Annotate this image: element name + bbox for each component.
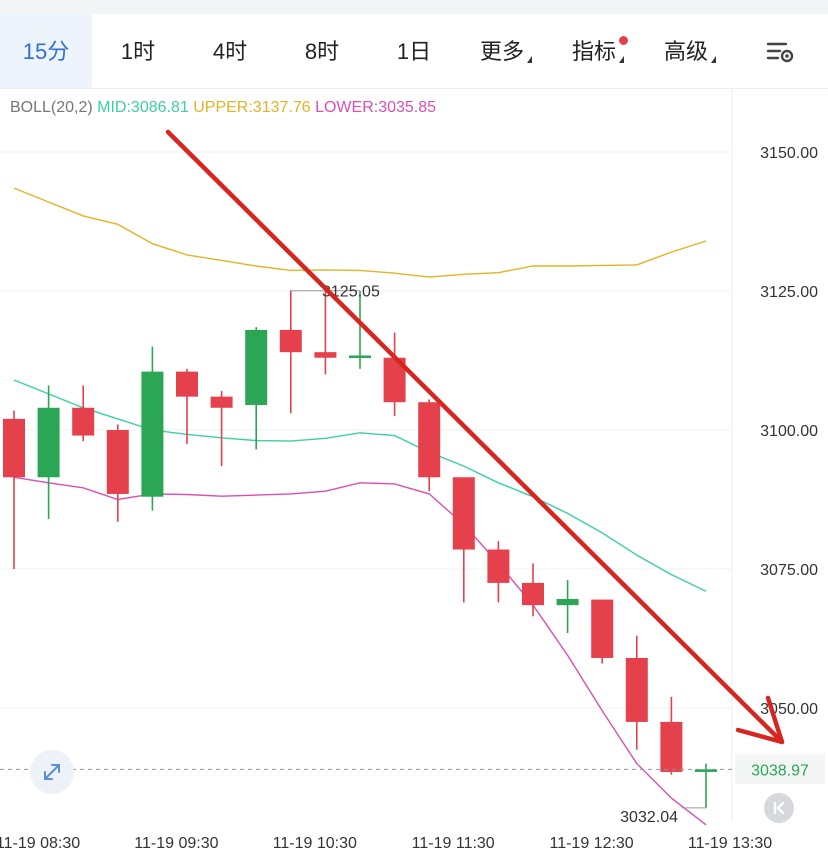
candle-body [522,582,544,606]
y-tick-label: 3100.00 [760,423,818,440]
candle-body [418,402,441,478]
candle-body [383,357,406,403]
candle-body [279,329,302,353]
sliders-gear-icon[interactable] [764,38,796,66]
candle-body [556,599,579,606]
y-tick-label: 3125.00 [760,284,818,301]
candle-body [452,477,475,550]
tab-2[interactable]: 4时 [184,14,276,88]
candle-body [72,407,95,436]
candle-body [37,407,60,478]
legend-item-0: BOLL(20,2) [10,99,97,116]
tab-label: 1日 [396,39,432,64]
candle-body [106,430,129,494]
candle-body [210,396,233,408]
candle-body [3,418,25,478]
tab-label: 15分 [22,39,70,64]
tab-label: 4时 [212,39,248,64]
tab-4[interactable]: 1日 [368,14,460,88]
legend-item-3: LOWER:3035.85 [315,99,436,116]
skip-to-start-icon[interactable] [764,793,794,823]
x-tick-label: 11-19 12:30 [549,835,633,852]
legend-item-2: UPPER:3137.76 [193,99,315,116]
candle-body [487,549,510,583]
candle-body [141,371,164,497]
x-tick-label: 11-19 11:30 [412,835,495,852]
expand-arrows-icon[interactable] [30,750,74,794]
candle-body [695,769,717,772]
y-tick-label: 3150.00 [760,145,818,162]
boll-upper-line [13,187,707,278]
boll-lower-line [13,476,707,826]
trend-arrow-shaft [165,129,785,745]
candle-body [591,599,614,658]
candle-body [625,657,648,722]
candle-body [245,329,268,405]
tab-5[interactable]: 更多 [460,14,552,88]
x-tick-label: 11-19 08:30 [0,835,80,852]
timeframe-tab-bar: 15分 1时 4时 8时 1日 更多 指标 高级 [0,14,828,89]
status-strip [0,0,828,14]
x-tick-label: 11-19 10:30 [273,835,357,852]
last-price-label: 3038.97 [751,762,809,779]
last-price-tag [735,754,825,785]
tab-label: 指标 [571,39,616,64]
tab-1[interactable]: 1时 [92,14,184,88]
notification-dot [619,36,628,45]
low-price-label: 3032.04 [620,809,678,826]
boll-legend: BOLL(20,2) MID:3086.81 UPPER:3137.76 LOW… [10,99,436,116]
tab-3[interactable]: 8时 [276,14,368,88]
tab-label: 更多 [479,39,524,64]
caret-down-icon [711,56,716,63]
legend-item-1: MID:3086.81 [97,99,193,116]
y-tick-label: 3075.00 [760,562,818,579]
tab-7[interactable]: 高级 [644,14,736,88]
caret-down-icon [527,56,532,63]
trend-arrow-head [735,695,785,745]
kline-chart[interactable]: 3150.003125.003100.003075.003050.0011-19… [0,88,828,862]
candle-body [314,352,337,358]
tab-label: 8时 [304,39,340,64]
candle-body [660,721,683,772]
candle-body [176,371,198,397]
x-tick-label: 11-19 13:30 [688,835,772,852]
candle-body [349,355,371,358]
tab-0[interactable]: 15分 [0,14,92,88]
caret-down-icon [619,56,624,63]
tab-label: 1时 [120,39,156,64]
boll-mid-line [13,379,707,592]
tab-label: 高级 [663,39,708,64]
x-tick-label: 11-19 09:30 [134,835,218,852]
tab-6[interactable]: 指标 [552,14,644,88]
